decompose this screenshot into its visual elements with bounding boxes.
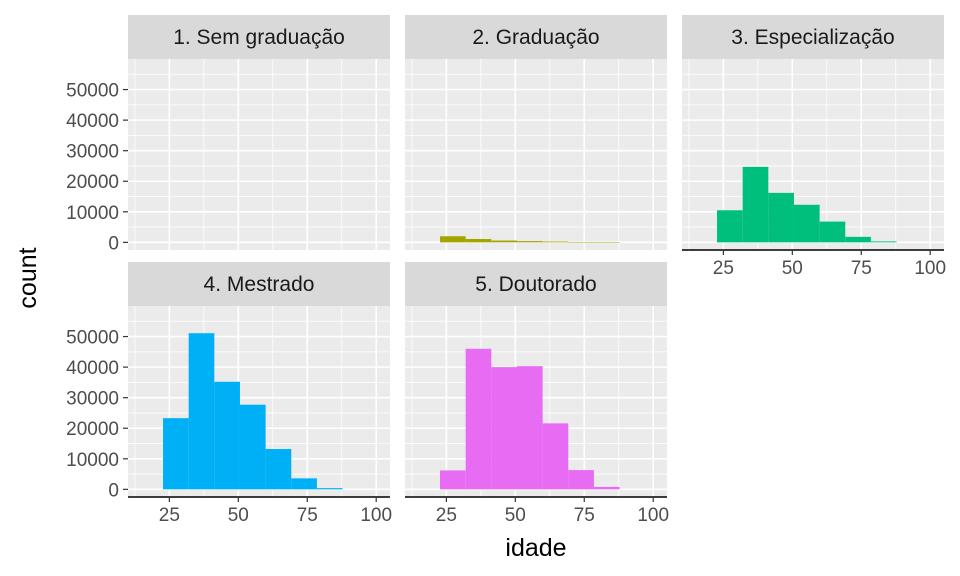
y-tick-label: 20000 [66,172,119,193]
histogram-bar [214,381,240,490]
histogram-bar [593,486,620,490]
histogram-bar [491,240,517,243]
y-tick-label: 40000 [66,358,119,379]
histogram-bar [316,488,343,490]
facet-strip [128,262,390,306]
histogram-bar [265,449,292,490]
facet-strip [128,15,390,59]
histogram-bar [542,423,569,490]
histogram-bar [491,367,517,490]
x-axis-title: idade [505,534,566,562]
histogram-bar [593,242,620,243]
facet-strip-label: 3. Especialização [731,26,894,49]
histogram-bar [568,242,594,243]
x-tick-label: 50 [782,258,803,279]
x-tick-label: 25 [436,505,457,526]
y-tick-label: 10000 [66,203,119,224]
histogram-bar [568,470,594,490]
x-tick-label: 75 [297,505,318,526]
histogram-bar [465,348,492,490]
facet-strip [405,15,667,59]
y-tick-label: 30000 [66,142,119,163]
histogram-bar [717,210,743,243]
histogram-bar [440,236,466,243]
x-tick-label: 50 [505,505,526,526]
panel-background [128,59,390,250]
histogram-bar [542,241,569,243]
x-tick-label: 100 [637,505,669,526]
y-tick-label: 50000 [66,81,119,102]
x-tick-label: 75 [851,258,872,279]
facet-strip-label: 1. Sem graduação [173,26,345,49]
histogram-bar [163,418,189,490]
facet-strip [405,262,667,306]
histogram-bar [440,470,466,490]
y-tick-label: 0 [108,233,119,254]
histogram-bar [845,236,871,243]
histogram-bar [516,241,543,243]
histogram-bar [768,192,794,243]
facet-panel-3: 3. Especialização 25 50 75 100 [682,15,946,279]
histogram-bar [793,204,820,243]
x-tick-label: 100 [914,258,946,279]
histogram-bar [819,221,846,243]
facet-panel-4: 4. Mestrado 0 10000 20000 30000 40000 50000 25 5… [66,262,392,526]
facet-strip-label: 5. Doutorado [475,273,596,296]
facet-strip-label: 2. Graduação [472,26,599,49]
y-tick-label: 50000 [66,328,119,349]
facet-panel-1: 1. Sem graduação 0 10000 20000 30000 40000 500… [66,15,390,254]
y-tick-label: 10000 [66,450,119,471]
y-tick-label: 30000 [66,389,119,410]
x-tick-label: 25 [159,505,180,526]
panel-background [405,59,667,250]
facet-strip-label: 4. Mestrado [204,273,315,296]
y-tick-label: 0 [108,480,119,501]
histogram-bar [516,366,543,490]
histogram-bar [870,241,897,243]
x-tick-label: 100 [360,505,392,526]
histogram-bar [188,333,215,490]
y-tick-label: 40000 [66,111,119,132]
histogram-bar [465,238,492,243]
y-axis-title: count [14,247,42,308]
facet-panel-5: 5. Doutorado 25 50 75 100 [405,262,669,526]
x-tick-label: 25 [713,258,734,279]
histogram-bar [742,166,769,243]
facet-strip [682,15,944,59]
x-tick-label: 50 [228,505,249,526]
facet-panel-2: 2. Graduação [405,15,667,250]
x-tick-label: 75 [574,505,595,526]
histogram-bar [239,404,266,490]
y-tick-label: 20000 [66,419,119,440]
histogram-bar [291,478,317,490]
